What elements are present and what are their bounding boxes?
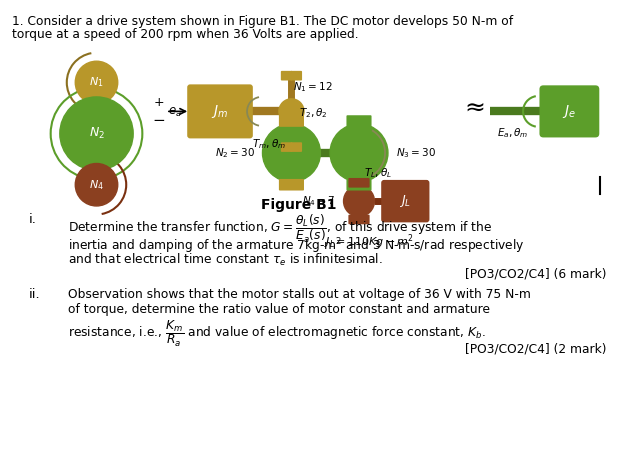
Text: $N_3 = 30$: $N_3 = 30$ <box>396 146 436 160</box>
Text: resistance, i.e., $\dfrac{K_m}{R_a}$ and value of electromagnetic force constant: resistance, i.e., $\dfrac{K_m}{R_a}$ and… <box>68 319 485 349</box>
Text: [PO3/CO2/C4] (2 mark): [PO3/CO2/C4] (2 mark) <box>465 343 606 356</box>
Circle shape <box>344 186 374 217</box>
Text: $T_2, \theta_2$: $T_2, \theta_2$ <box>299 106 328 120</box>
FancyBboxPatch shape <box>346 179 372 191</box>
Text: $T_L, \theta_L$: $T_L, \theta_L$ <box>364 166 392 180</box>
FancyBboxPatch shape <box>540 86 599 138</box>
Circle shape <box>76 61 118 104</box>
Text: $N_1$: $N_1$ <box>89 75 104 89</box>
Text: $T_m, \theta_m$: $T_m, \theta_m$ <box>252 138 286 151</box>
Circle shape <box>330 124 388 182</box>
Text: $N_2$: $N_2$ <box>88 126 104 141</box>
Text: $J_m$: $J_m$ <box>211 103 228 120</box>
Text: of torque, determine the ratio value of motor constant and armature: of torque, determine the ratio value of … <box>68 304 490 316</box>
Text: +: + <box>154 96 164 109</box>
Text: [PO3/CO2/C4] (6 mark): [PO3/CO2/C4] (6 mark) <box>465 268 606 281</box>
Text: Determine the transfer function, $G = \dfrac{\theta_L(s)}{E_a(s)}$, of this driv: Determine the transfer function, $G = \d… <box>68 213 492 245</box>
Text: Observation shows that the motor stalls out at voltage of 36 V with 75 N-m: Observation shows that the motor stalls … <box>68 288 531 301</box>
FancyBboxPatch shape <box>346 115 372 127</box>
Circle shape <box>262 124 321 182</box>
Text: $\approx$: $\approx$ <box>460 94 486 119</box>
Text: $J_e$: $J_e$ <box>563 103 577 120</box>
FancyBboxPatch shape <box>291 71 302 80</box>
FancyBboxPatch shape <box>381 180 429 222</box>
FancyBboxPatch shape <box>281 71 292 80</box>
FancyBboxPatch shape <box>188 84 253 139</box>
FancyBboxPatch shape <box>348 178 370 187</box>
Text: $N_4$: $N_4$ <box>89 178 104 192</box>
FancyBboxPatch shape <box>279 115 304 127</box>
Circle shape <box>76 164 118 206</box>
Text: $N_4 = 7$: $N_4 = 7$ <box>301 194 335 208</box>
Text: torque at a speed of 200 rpm when 36 Volts are applied.: torque at a speed of 200 rpm when 36 Vol… <box>12 28 358 41</box>
FancyBboxPatch shape <box>281 142 292 152</box>
Text: −: − <box>153 113 166 127</box>
Text: and that electrical time constant $\tau_e$ is infinitesimal.: and that electrical time constant $\tau_… <box>68 252 382 268</box>
FancyBboxPatch shape <box>348 215 370 224</box>
Circle shape <box>279 99 304 124</box>
Text: $J_L = 110Kg - m^2$: $J_L = 110Kg - m^2$ <box>324 232 413 251</box>
Circle shape <box>60 97 133 170</box>
Text: Figure B1: Figure B1 <box>261 198 337 212</box>
Text: $E_a, \theta_m$: $E_a, \theta_m$ <box>497 126 529 140</box>
Text: $J_L$: $J_L$ <box>399 193 412 209</box>
Text: $N_1 = 12$: $N_1 = 12$ <box>293 80 333 94</box>
Text: inertia and damping of the armature 7kg-m$^2$ and 3 N-m-s/rad respectively: inertia and damping of the armature 7kg-… <box>68 237 524 256</box>
FancyBboxPatch shape <box>291 142 302 152</box>
Text: ii.: ii. <box>29 288 40 301</box>
Text: i.: i. <box>29 213 37 226</box>
Text: $N_2 = 30$: $N_2 = 30$ <box>215 146 255 160</box>
Text: $e_a$: $e_a$ <box>168 106 182 119</box>
Text: 1. Consider a drive system shown in Figure B1. The DC motor develops 50 N-m of: 1. Consider a drive system shown in Figu… <box>12 15 513 28</box>
FancyBboxPatch shape <box>279 179 304 191</box>
